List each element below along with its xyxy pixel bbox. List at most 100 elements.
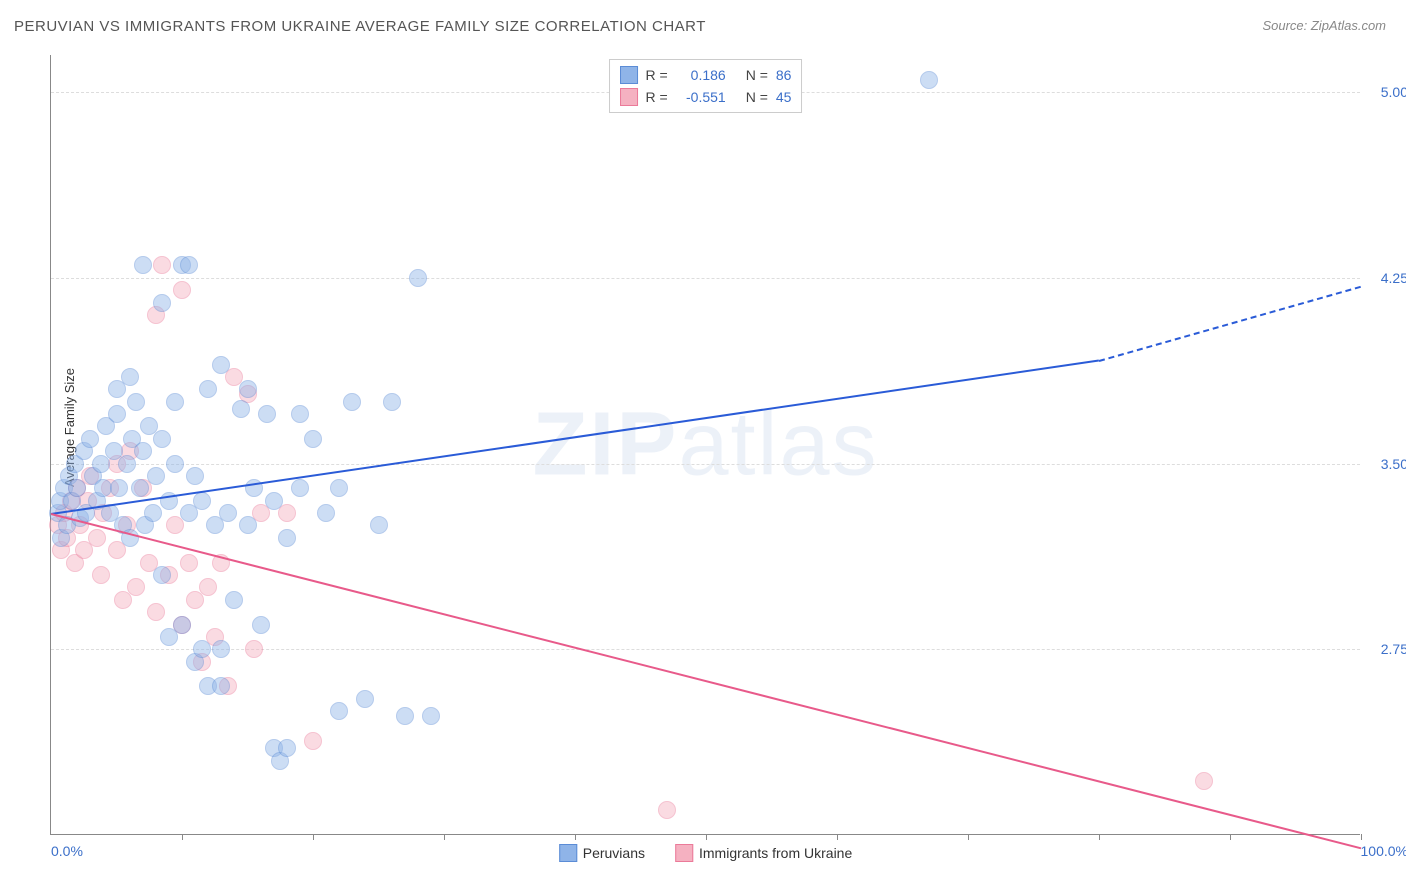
scatter-point-blue <box>212 640 230 658</box>
scatter-point-blue <box>134 442 152 460</box>
scatter-point-blue <box>108 405 126 423</box>
scatter-point-blue <box>239 516 257 534</box>
scatter-point-blue <box>199 380 217 398</box>
scatter-point-pink <box>92 566 110 584</box>
scatter-point-pink <box>147 603 165 621</box>
scatter-point-blue <box>180 256 198 274</box>
legend-r-value: 0.186 <box>676 67 726 83</box>
scatter-point-blue <box>110 479 128 497</box>
scatter-point-blue <box>330 479 348 497</box>
scatter-point-blue <box>252 616 270 634</box>
x-tick <box>1230 834 1231 840</box>
legend-n-value: 86 <box>776 67 792 83</box>
scatter-point-blue <box>278 739 296 757</box>
scatter-point-blue <box>173 616 191 634</box>
regression-line-pink <box>51 513 1361 849</box>
x-tick <box>968 834 969 840</box>
x-tick <box>837 834 838 840</box>
scatter-point-blue <box>317 504 335 522</box>
x-axis-max-label: 100.0% <box>1361 843 1406 859</box>
legend-row: R = 0.186 N = 86 <box>620 64 792 86</box>
x-tick <box>313 834 314 840</box>
scatter-point-blue <box>239 380 257 398</box>
scatter-point-blue <box>356 690 374 708</box>
y-tick-label: 4.25 <box>1381 270 1406 286</box>
scatter-point-blue <box>153 566 171 584</box>
chart-plot-area: ZIPatlas 2.753.504.255.00 0.0% 100.0% R … <box>50 55 1360 835</box>
source-label: Source: ZipAtlas.com <box>1262 18 1386 33</box>
scatter-point-blue <box>343 393 361 411</box>
scatter-point-blue <box>212 356 230 374</box>
scatter-point-blue <box>920 71 938 89</box>
scatter-point-blue <box>118 455 136 473</box>
x-axis-min-label: 0.0% <box>51 843 83 859</box>
scatter-point-blue <box>219 504 237 522</box>
scatter-point-pink <box>1195 772 1213 790</box>
scatter-point-blue <box>147 467 165 485</box>
scatter-point-pink <box>278 504 296 522</box>
scatter-point-blue <box>153 294 171 312</box>
regression-line-blue-dash <box>1099 285 1362 361</box>
chart-title: PERUVIAN VS IMMIGRANTS FROM UKRAINE AVER… <box>14 18 706 35</box>
scatter-point-pink <box>245 640 263 658</box>
y-tick-label: 3.50 <box>1381 456 1406 472</box>
scatter-point-blue <box>153 430 171 448</box>
scatter-point-blue <box>144 504 162 522</box>
series-legend-label: Peruvians <box>583 845 645 861</box>
legend-swatch <box>620 88 638 106</box>
x-tick <box>444 834 445 840</box>
scatter-point-blue <box>121 368 139 386</box>
scatter-point-blue <box>370 516 388 534</box>
scatter-point-blue <box>265 492 283 510</box>
x-tick <box>1099 834 1100 840</box>
gridline <box>51 278 1360 279</box>
scatter-point-pink <box>173 281 191 299</box>
scatter-point-blue <box>193 492 211 510</box>
legend-r-value: -0.551 <box>676 89 726 105</box>
scatter-point-blue <box>193 640 211 658</box>
scatter-point-blue <box>68 479 86 497</box>
x-tick <box>1361 834 1362 840</box>
scatter-point-blue <box>127 393 145 411</box>
legend-r-label: R = <box>646 67 668 83</box>
scatter-point-blue <box>330 702 348 720</box>
watermark: ZIPatlas <box>532 393 878 496</box>
legend-n-label: N = <box>746 67 768 83</box>
scatter-point-blue <box>291 405 309 423</box>
legend-r-label: R = <box>646 89 668 105</box>
scatter-point-blue <box>166 455 184 473</box>
legend-swatch <box>675 844 693 862</box>
legend-swatch <box>620 66 638 84</box>
scatter-point-pink <box>658 801 676 819</box>
scatter-point-blue <box>131 479 149 497</box>
scatter-point-pink <box>199 578 217 596</box>
scatter-point-blue <box>304 430 322 448</box>
series-legend-label: Immigrants from Ukraine <box>699 845 852 861</box>
scatter-point-blue <box>422 707 440 725</box>
series-legend-item: Peruvians <box>559 844 645 862</box>
scatter-point-blue <box>383 393 401 411</box>
scatter-point-blue <box>409 269 427 287</box>
scatter-point-pink <box>88 529 106 547</box>
scatter-point-blue <box>258 405 276 423</box>
scatter-point-blue <box>81 430 99 448</box>
scatter-point-blue <box>232 400 250 418</box>
legend-n-value: 45 <box>776 89 792 105</box>
y-tick-label: 2.75 <box>1381 641 1406 657</box>
series-legend-item: Immigrants from Ukraine <box>675 844 852 862</box>
scatter-point-blue <box>134 256 152 274</box>
x-tick <box>706 834 707 840</box>
scatter-point-blue <box>291 479 309 497</box>
scatter-point-blue <box>212 677 230 695</box>
legend-n-label: N = <box>746 89 768 105</box>
scatter-point-blue <box>225 591 243 609</box>
y-tick-label: 5.00 <box>1381 84 1406 100</box>
scatter-point-pink <box>153 256 171 274</box>
x-tick <box>182 834 183 840</box>
gridline <box>51 464 1360 465</box>
series-legend: Peruvians Immigrants from Ukraine <box>559 844 853 862</box>
correlation-legend: R = 0.186 N = 86 R = -0.551 N = 45 <box>609 59 803 113</box>
legend-swatch <box>559 844 577 862</box>
scatter-point-blue <box>396 707 414 725</box>
legend-row: R = -0.551 N = 45 <box>620 86 792 108</box>
